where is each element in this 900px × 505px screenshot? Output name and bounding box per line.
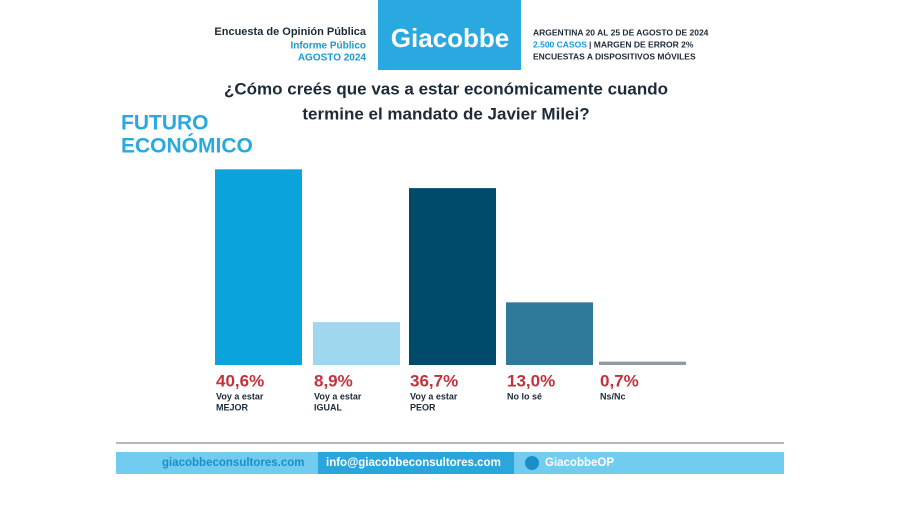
category-label: MEJOR (216, 402, 249, 412)
brand: Giacobbe (391, 23, 509, 53)
method: ENCUESTAS A DISPOSITIVOS MÓVILES (533, 50, 696, 61)
value-label: 0,7% (600, 371, 639, 390)
category-label: No lo sé (507, 391, 542, 401)
place: ARGENTINA 20 AL 25 DE AGOSTO DE 2024 (533, 27, 709, 37)
category-label: IGUAL (314, 402, 343, 412)
cases: 2.500 CASOS (533, 39, 587, 49)
brand-box (378, 0, 521, 70)
value-label: 36,7% (410, 371, 458, 390)
category-label: PEOR (410, 402, 436, 412)
bar (313, 322, 400, 365)
bar (409, 188, 496, 365)
report: Informe Público (290, 41, 366, 52)
category-label: Voy a estar (216, 391, 264, 401)
survey: Encuesta de Opinión Pública (214, 26, 366, 38)
category-label: Voy a estar (410, 391, 458, 401)
footer-email[interactable]: info@giacobbeconsultores.com (326, 457, 501, 469)
bar (215, 169, 302, 365)
footer-web[interactable]: giacobbeconsultores.com (162, 457, 305, 469)
value-label: 8,9% (314, 371, 353, 390)
footer-social[interactable]: GiacobbeOP (545, 457, 614, 469)
title-line: ¿Cómo creés que vas a estar económicamen… (224, 79, 668, 98)
subtitle-line: FUTURO (121, 112, 209, 135)
category-label: Voy a estar (314, 391, 362, 401)
value-label: 13,0% (507, 371, 555, 390)
bar (599, 361, 686, 365)
title-line: termine el mandato de Javier Milei? (302, 104, 589, 123)
footer-email-bg (318, 452, 514, 474)
bar (506, 302, 593, 365)
margin: | MARGEN DE ERROR 2% (589, 39, 694, 49)
date: AGOSTO 2024 (298, 53, 367, 64)
value-label: 40,6% (216, 371, 264, 390)
category-label: Ns/Nc (600, 391, 626, 401)
subtitle-line: ECONÓMICO (121, 134, 253, 158)
twitter-icon (525, 456, 539, 470)
